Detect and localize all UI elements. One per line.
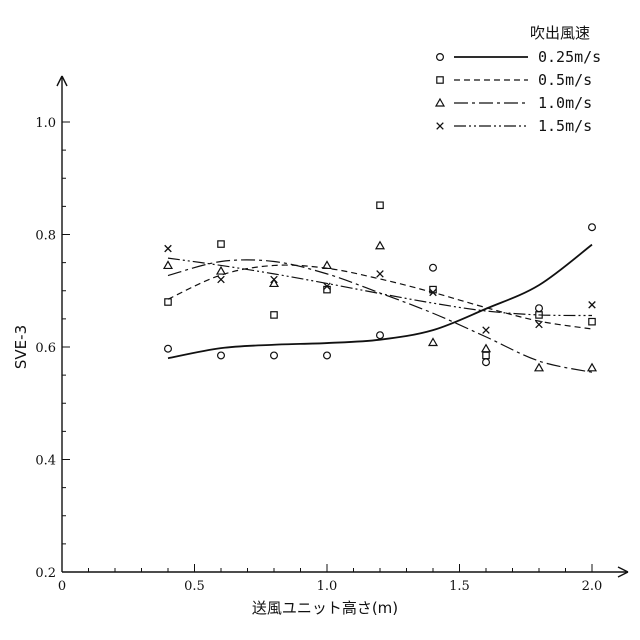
point-1-5m-s bbox=[165, 245, 172, 252]
y-axis-title: SVE-3 bbox=[12, 325, 30, 369]
legend-title: 吹出風速 bbox=[530, 24, 590, 42]
point-0-5m-s bbox=[271, 312, 277, 318]
point-0-25m-s bbox=[165, 345, 172, 352]
fit-lines bbox=[168, 245, 592, 373]
point-0-25m-s bbox=[271, 352, 278, 359]
x-axis-title: 送風ユニット高さ(m) bbox=[252, 599, 398, 617]
point-1-0m-s bbox=[429, 339, 437, 346]
point-0-5m-s bbox=[165, 299, 171, 305]
point-1-5m-s bbox=[271, 276, 278, 283]
legend-marker-0-5m-s bbox=[437, 77, 443, 83]
x-tick-label: 1.0 bbox=[317, 579, 338, 594]
point-0-25m-s bbox=[483, 359, 490, 366]
point-1-0m-s bbox=[588, 364, 596, 371]
point-0-5m-s bbox=[218, 241, 224, 247]
legend-marker-0-25m-s bbox=[437, 54, 444, 61]
legend-marker-1-5m-s bbox=[437, 123, 444, 130]
point-0-25m-s bbox=[218, 352, 225, 359]
point-1-0m-s bbox=[482, 345, 490, 352]
x-tick-label: 2.0 bbox=[582, 579, 603, 594]
y-tick-label: 0.4 bbox=[35, 454, 56, 469]
point-1-5m-s bbox=[377, 271, 384, 278]
point-0-25m-s bbox=[589, 224, 596, 231]
data-points bbox=[164, 202, 596, 371]
point-1-5m-s bbox=[483, 327, 490, 334]
x-tick-label: 0 bbox=[58, 579, 66, 594]
axes bbox=[57, 76, 628, 577]
point-0-5m-s bbox=[483, 352, 489, 358]
fit-line-1-0m-s bbox=[168, 260, 592, 372]
point-0-25m-s bbox=[377, 332, 384, 339]
point-1-0m-s bbox=[376, 242, 384, 249]
point-0-5m-s bbox=[324, 286, 330, 292]
point-0-25m-s bbox=[536, 305, 543, 312]
point-1-5m-s bbox=[218, 276, 225, 283]
y-tick-label: 0.2 bbox=[35, 566, 56, 581]
y-tick-label: 0.8 bbox=[35, 229, 56, 244]
y-tick-label: 1.0 bbox=[35, 116, 56, 131]
x-tick-label: 0.5 bbox=[184, 579, 205, 594]
legend-label-0-5m-s: 0.5m/s bbox=[538, 71, 592, 89]
fit-line-1-5m-s bbox=[168, 258, 592, 315]
point-0-5m-s bbox=[589, 318, 595, 324]
point-0-5m-s bbox=[377, 202, 383, 208]
point-1-5m-s bbox=[536, 321, 543, 328]
x-tick-label: 1.5 bbox=[449, 579, 470, 594]
legend-label-1-5m-s: 1.5m/s bbox=[538, 117, 592, 135]
y-tick-label: 0.6 bbox=[35, 341, 56, 356]
point-1-0m-s bbox=[323, 261, 331, 268]
legend-label-1-0m-s: 1.0m/s bbox=[538, 94, 592, 112]
point-1-5m-s bbox=[589, 302, 596, 309]
fit-line-0-25m-s bbox=[168, 245, 592, 359]
point-1-0m-s bbox=[164, 261, 172, 268]
legend-label-0-25m-s: 0.25m/s bbox=[538, 48, 601, 66]
point-1-0m-s bbox=[535, 364, 543, 371]
ticks: 0 0.5 1.0 1.5 2.0 0.2 0.4 0.6 0.8 1.0 bbox=[35, 116, 602, 594]
point-1-0m-s bbox=[217, 267, 225, 274]
point-0-25m-s bbox=[324, 352, 331, 359]
legend-marker-1-0m-s bbox=[436, 99, 444, 106]
legend: 0.25m/s 0.5m/s 1.0m/s 1.5m/s bbox=[436, 48, 601, 135]
point-0-25m-s bbox=[430, 264, 437, 271]
